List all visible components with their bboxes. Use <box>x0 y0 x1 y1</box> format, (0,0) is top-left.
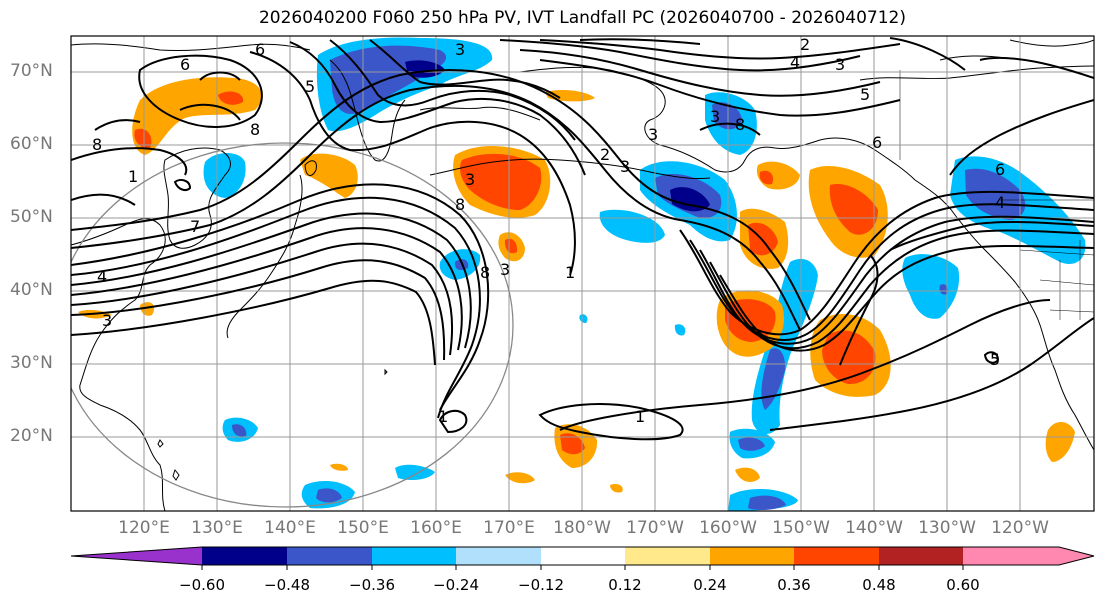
colorbar-tick-label: 0.48 <box>862 576 896 594</box>
contour-label: 7 <box>190 217 200 236</box>
contour-label: 5 <box>860 85 870 104</box>
lat-label-50n: 50°N <box>10 207 53 227</box>
contour-label: 5 <box>305 77 315 96</box>
lon-label-150e: 150°E <box>337 518 389 538</box>
colorbar-tick-label: −0.24 <box>433 576 479 594</box>
contour-label: 3 <box>500 260 510 279</box>
colorbar-bin <box>794 547 879 565</box>
contour-label: 1 <box>438 407 448 426</box>
colorbar-bin <box>372 547 456 565</box>
lon-label-140e: 140°E <box>264 518 316 538</box>
colorbar-bin <box>287 547 372 565</box>
lon-label-120e: 120°E <box>118 518 170 538</box>
colorbar-tick-label: 0.12 <box>608 576 642 594</box>
colorbar-bin <box>879 547 963 565</box>
lon-label-150w: 150°W <box>772 518 830 538</box>
contour-label: 3 <box>102 311 112 330</box>
lon-label-140w: 140°W <box>845 518 903 538</box>
contour-label: 6 <box>255 40 265 59</box>
colorbar-extend-high <box>1059 547 1094 565</box>
contour-label: 3 <box>710 107 720 126</box>
contour-labels: 6 5 8 8 3 4 3 1 7 6 8 3 2 3 1 3 3 8 8 3 … <box>92 35 1005 426</box>
lat-label-30n: 30°N <box>10 353 53 373</box>
contour-label: 3 <box>835 55 845 74</box>
colorbar-bin <box>625 547 710 565</box>
lat-label-40n: 40°N <box>10 280 53 300</box>
colorbar-bin <box>541 547 625 565</box>
contour-label: 3 <box>648 125 658 144</box>
map-title: 2026040200 F060 250 hPa PV, IVT Landfall… <box>258 8 906 28</box>
colorbar-bin <box>202 547 287 565</box>
colorbar-tick-label: −0.12 <box>518 576 564 594</box>
contour-label: 1 <box>128 167 138 186</box>
domain-circle <box>71 142 514 508</box>
colorbar-extend-low <box>71 547 202 565</box>
contour-label: 3 <box>465 170 475 189</box>
contour-label: 4 <box>995 193 1005 212</box>
shaded-anomalies <box>78 37 1086 511</box>
contour-label: 6 <box>872 133 882 152</box>
lon-label-170w: 170°W <box>626 518 684 538</box>
gridlines <box>71 36 1094 511</box>
lon-label-120w: 120°W <box>991 518 1049 538</box>
contour-label: 1 <box>565 263 575 282</box>
colorbar-tick-label: −0.36 <box>349 576 395 594</box>
colorbar-tick-label: 0.24 <box>693 576 727 594</box>
contour-label: 3 <box>455 40 465 59</box>
colorbar-bin <box>710 547 794 565</box>
contour-label: 4 <box>97 267 107 286</box>
colorbar <box>70 546 1095 570</box>
contour-label: 2 <box>800 35 810 54</box>
colorbar-tick-label: −0.48 <box>264 576 310 594</box>
lat-label-70n: 70°N <box>10 61 53 81</box>
ivt-contours <box>71 37 1094 441</box>
contour-label: 8 <box>735 115 745 134</box>
lon-label-180w: 180°W <box>553 518 611 538</box>
contour-label: 6 <box>180 55 190 74</box>
lat-label-20n: 20°N <box>10 426 53 446</box>
lon-label-160e: 160°E <box>410 518 462 538</box>
contour-label: 8 <box>455 195 465 214</box>
contour-label: 4 <box>790 53 800 72</box>
contour-label: 2 <box>600 145 610 164</box>
colorbar-bin <box>456 547 541 565</box>
contour-label: 6 <box>995 160 1005 179</box>
colorbar-bin <box>963 547 1059 565</box>
colorbar-tick-label: 0.60 <box>946 576 980 594</box>
lon-label-170e: 170°E <box>483 518 535 538</box>
lon-label-130w: 130°W <box>918 518 976 538</box>
contour-label: 8 <box>480 263 490 282</box>
contour-label: 3 <box>620 157 630 176</box>
map-frame <box>70 35 1095 512</box>
lat-label-60n: 60°N <box>10 134 53 154</box>
contour-label: 8 <box>92 135 102 154</box>
lon-label-160w: 160°W <box>699 518 757 538</box>
lon-label-130e: 130°E <box>191 518 243 538</box>
contour-label: 5 <box>990 350 1000 369</box>
contour-label: 1 <box>635 407 645 426</box>
contour-label: 8 <box>250 120 260 139</box>
colorbar-tick-label: 0.36 <box>777 576 811 594</box>
colorbar-tick-label: −0.60 <box>179 576 225 594</box>
